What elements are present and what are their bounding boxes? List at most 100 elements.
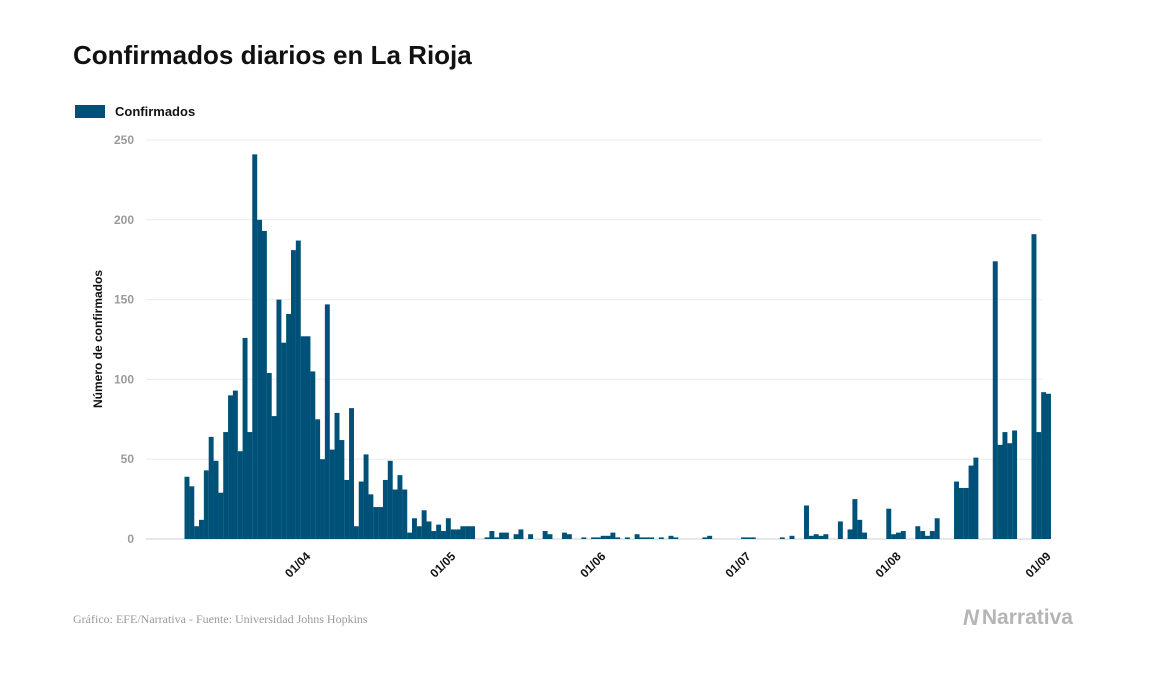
bar [915, 526, 921, 539]
bar [920, 531, 926, 539]
bar [334, 412, 340, 539]
bar [634, 534, 640, 539]
bar [673, 537, 679, 539]
bar [1031, 234, 1037, 539]
bar [310, 371, 316, 539]
chart-title: Confirmados diarios en La Rioja [73, 40, 472, 70]
bar [862, 532, 868, 539]
bar [1007, 443, 1013, 539]
bar [276, 299, 282, 539]
bar [329, 449, 335, 539]
bar [392, 489, 398, 539]
legend: Confirmados [75, 104, 195, 119]
bar [353, 526, 359, 539]
y-tick-label: 200 [114, 213, 134, 227]
bar [228, 395, 233, 539]
bar [804, 505, 809, 539]
bar [615, 537, 621, 539]
bar [223, 432, 229, 539]
bar [373, 507, 379, 539]
bar [1036, 432, 1042, 539]
bar [252, 154, 258, 539]
bar [818, 535, 824, 539]
y-tick-label: 150 [114, 293, 134, 307]
bar [779, 537, 785, 539]
y-tick-label: 100 [114, 372, 134, 386]
bars [184, 154, 1051, 540]
bar [237, 451, 243, 539]
bar [963, 487, 969, 539]
bar [290, 250, 296, 539]
bar [232, 390, 238, 539]
bar [286, 313, 292, 539]
bar [741, 537, 747, 539]
bar [416, 526, 422, 539]
bar [852, 499, 858, 539]
bar [257, 219, 263, 540]
bar [339, 440, 345, 539]
bar [382, 479, 388, 539]
bar [997, 444, 1003, 539]
bar [929, 531, 935, 539]
bar [315, 419, 321, 539]
bar [600, 535, 606, 539]
narrativa-logo: N Narrativa [963, 605, 1073, 631]
bar [649, 537, 655, 539]
y-axis-label: Número de confirmados [91, 270, 105, 408]
bar [324, 304, 330, 539]
bar [261, 230, 267, 540]
bar [407, 532, 413, 539]
bar [460, 526, 466, 539]
bar [358, 481, 364, 539]
y-tick-labels: 0 50 100 150 200 250 [114, 133, 134, 546]
bar [547, 534, 553, 539]
bar [566, 534, 572, 539]
bar [591, 537, 596, 539]
bar [847, 529, 853, 539]
bar [886, 508, 892, 539]
bar [184, 476, 190, 539]
bar [702, 537, 708, 539]
bar [837, 521, 843, 539]
bar [610, 532, 616, 539]
bar [489, 531, 495, 539]
bar [595, 537, 601, 539]
bar [271, 416, 277, 539]
bar [484, 537, 490, 539]
bar [431, 531, 437, 539]
bar [295, 240, 301, 539]
bar [668, 535, 674, 539]
bar [707, 535, 713, 539]
bar [503, 532, 509, 539]
bar [320, 459, 325, 539]
y-tick-label: 0 [127, 532, 134, 546]
bar [528, 534, 534, 539]
bar [562, 532, 567, 539]
bar [954, 481, 959, 539]
bar [934, 518, 940, 539]
bar [789, 535, 795, 539]
bar [242, 337, 248, 539]
bar [494, 537, 500, 539]
bar [581, 537, 587, 539]
bar [465, 526, 471, 539]
legend-swatch [75, 105, 105, 118]
bar [624, 537, 630, 539]
bar [344, 479, 350, 539]
x-tick-label: 01/09 [1023, 549, 1054, 580]
bar [750, 537, 756, 539]
bar [426, 521, 432, 539]
bar [247, 432, 253, 539]
bar [992, 261, 998, 539]
bar [421, 510, 427, 539]
bar [1041, 392, 1047, 539]
bar [658, 537, 664, 539]
bar [518, 529, 524, 539]
source-footer: Gráfico: EFE/Narrativa - Fuente: Univers… [73, 612, 368, 626]
bar [305, 336, 311, 539]
bar [745, 537, 751, 539]
bar [199, 519, 204, 539]
bar [445, 518, 451, 539]
bar [213, 460, 219, 539]
bar [639, 537, 645, 539]
